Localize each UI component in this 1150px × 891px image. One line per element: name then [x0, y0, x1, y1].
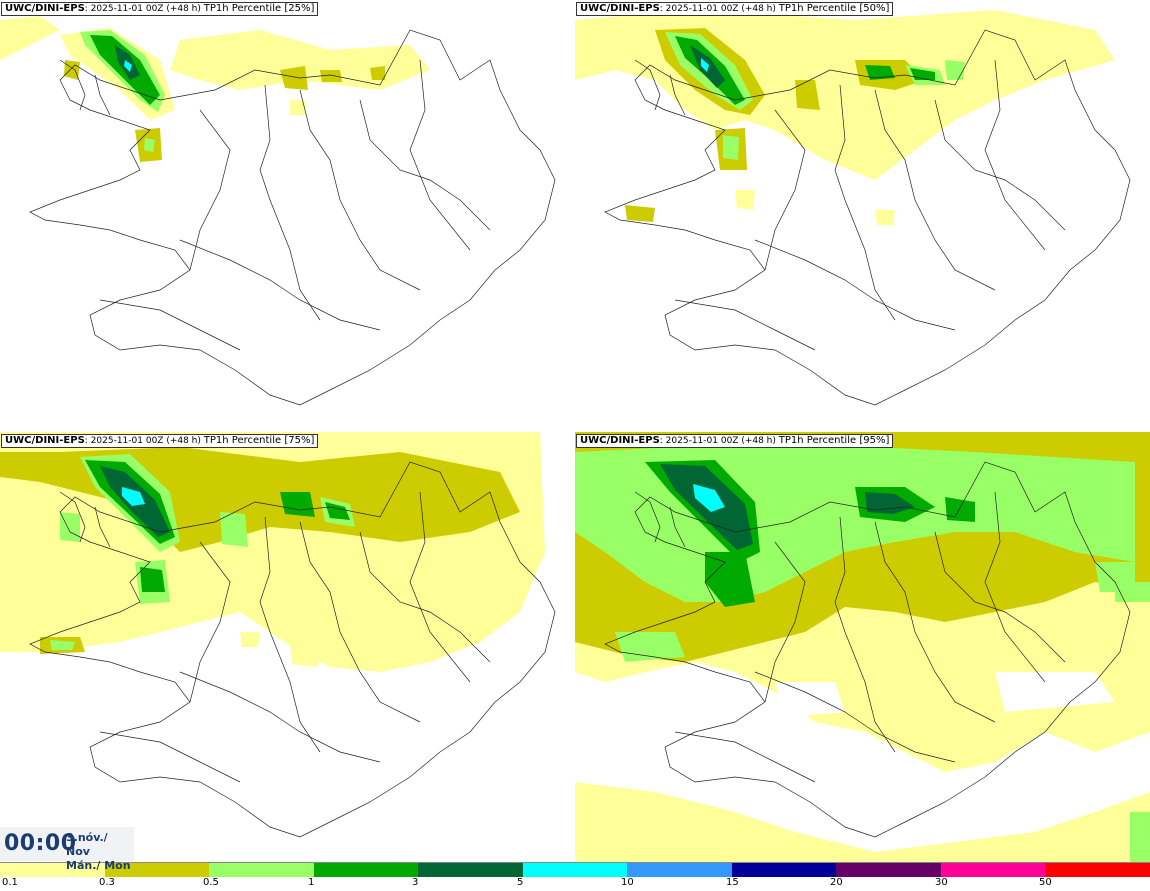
panel-title: UWC/DINI-EPS: 2025-11-01 00Z (+48 h) TP1…: [576, 434, 894, 448]
coastline: [29, 29, 556, 406]
precip-field: [0, 432, 545, 672]
precip-field: [575, 432, 1150, 863]
legend-swatch: [1045, 863, 1150, 877]
panel-title: UWC/DINI-EPS: 2025-11-01 00Z (+48 h) TP1…: [1, 2, 319, 16]
valid-time-clock: 00:00: [4, 831, 77, 856]
map-panel-p25: UWC/DINI-EPS: 2025-11-01 00Z (+48 h) TP1…: [0, 0, 575, 431]
legend-label: 3: [412, 877, 419, 888]
legend-swatch: [209, 863, 314, 877]
panel-title: UWC/DINI-EPS: 2025-11-01 00Z (+48 h) TP1…: [576, 2, 894, 16]
precip-map: [575, 10, 1131, 406]
map-panel-p75: UWC/DINI-EPS: 2025-11-01 00Z (+48 h) TP1…: [0, 432, 575, 863]
coastline: [29, 461, 556, 838]
precip-map: [0, 16, 556, 406]
panel-title: UWC/DINI-EPS: 2025-11-01 00Z (+48 h) TP1…: [1, 434, 319, 448]
coastline: [604, 29, 1131, 406]
precip-field: [575, 10, 1115, 225]
legend-label: 0.5: [203, 877, 219, 888]
valid-date: 3.nóv./ Nov Mán./ Mon: [66, 831, 131, 872]
legend-label: 50: [1039, 877, 1052, 888]
map-panel-p95: UWC/DINI-EPS: 2025-11-01 00Z (+48 h) TP1…: [575, 432, 1150, 863]
legend-labels: 0.1 0.3 0.5 1 3 5 10 15 20 30 50: [0, 877, 1150, 891]
legend-swatch: [0, 863, 105, 877]
legend-label: 15: [726, 877, 739, 888]
color-legend: 0.1 0.3 0.5 1 3 5 10 15 20 30 50: [0, 862, 1150, 891]
legend-label: 10: [621, 877, 634, 888]
precip-map: [0, 432, 556, 838]
map-panel-p50: UWC/DINI-EPS: 2025-11-01 00Z (+48 h) TP1…: [575, 0, 1150, 431]
legend-swatch: [522, 863, 628, 877]
legend-color-bar: [0, 862, 1150, 877]
precip-map: [575, 432, 1150, 863]
legend-swatch: [836, 863, 941, 877]
valid-time-box: 00:00 3.nóv./ Nov Mán./ Mon: [0, 827, 134, 872]
legend-swatch: [313, 863, 419, 877]
legend-label: 0.3: [99, 877, 115, 888]
precip-field: [0, 16, 430, 162]
legend-swatch: [731, 863, 837, 877]
legend-swatch: [104, 863, 210, 877]
legend-swatch: [418, 863, 523, 877]
legend-swatch: [940, 863, 1046, 877]
legend-label: 5: [517, 877, 524, 888]
legend-label: 1: [308, 877, 315, 888]
legend-swatch: [627, 863, 732, 877]
legend-label: 20: [830, 877, 843, 888]
legend-label: 30: [935, 877, 948, 888]
legend-label: 0.1: [2, 877, 18, 888]
coastline: [604, 461, 1131, 838]
